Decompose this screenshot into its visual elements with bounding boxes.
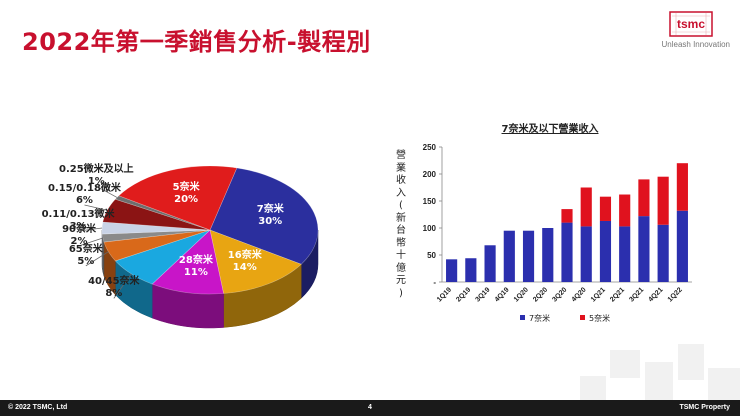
bar-5奈米-4Q21 [657,176,669,225]
x-tick-label: 1Q22 [667,286,684,303]
pie-label-16奈米: 16奈米 14% [227,250,262,274]
bar-chart: 7奈米及以下營業收入 營業收入(新台幣十億元) - 50 100 150 200 250 1… [390,110,710,345]
pie-slice-16奈米 [209,229,302,294]
pie-slice-28奈米 [151,229,224,295]
bar-7奈米-1Q20 [522,230,535,282]
pie-label-0.25微米及以上: 0.25微米及以上 1% [59,164,134,188]
footer-copyright: © 2022 TSMC, Ltd [8,404,68,411]
bar-chart-ylabel: 營業收入(新台幣十億元) [396,150,406,299]
bar-5奈米-1Q22 [676,163,688,211]
bar-7奈米-4Q20 [580,226,592,282]
footer-bar: © 2022 TSMC, Ltd 4 TSMC Property [0,400,740,416]
pie-chart-graphic [78,165,319,329]
bar-5奈米-4Q20 [580,187,592,227]
tsmc-logo-mark: tsmc [669,11,713,37]
x-tick-label: 3Q21 [628,286,645,303]
y-tick-label: 200 [423,170,437,179]
company-tagline: Unleash Innovation [661,40,731,49]
x-tick-label: 4Q21 [648,286,665,303]
pie-leader-line [78,237,103,247]
pie-label-7奈米: 7奈米 30% [256,203,284,227]
footer-property: TSMC Property [679,404,730,411]
pie-label-90奈米: 90奈米 2% [62,223,96,247]
bar-7奈米-2Q19 [465,258,477,282]
legend-swatch-5奈米 [580,315,585,320]
x-tick-label: 4Q19 [494,286,511,303]
bar-5奈米-1Q21 [599,196,612,221]
bar-chart-title: 7奈米及以下營業收入 [501,124,599,135]
y-tick-label: 100 [423,224,437,233]
pie-label-40/45奈米: 40/45奈米 8% [88,276,140,300]
pie-top [101,165,319,295]
bar-7奈米-4Q19 [503,230,515,282]
logo-wordmark: tsmc [677,17,705,31]
legend-swatch-7奈米 [520,315,525,320]
y-tick-label: - [433,278,436,287]
pie-slice-7奈米 [209,167,319,265]
y-tick-label: 50 [427,251,436,260]
bar-7奈米-2Q21 [619,226,631,282]
y-tick-label: 150 [423,197,437,206]
pie-leader-line [78,227,103,232]
pie-label-28奈米: 28奈米 11% [178,255,213,279]
x-tick-label: 3Q20 [551,286,568,303]
bar-7奈米-1Q19 [446,259,458,282]
bar-7奈米-3Q19 [484,245,496,282]
bar-7奈米-3Q20 [561,222,573,282]
bar-7奈米-3Q21 [638,216,650,282]
bar-7奈米-1Q21 [599,220,612,282]
y-tick-label: 250 [423,143,437,152]
pie-slice-0.15/0.18微米 [102,198,211,231]
x-tick-label: 1Q21 [590,286,607,303]
x-tick-label: 3Q19 [474,286,491,303]
pie-leader-line [113,273,132,299]
x-tick-label: 2Q20 [532,286,549,303]
pie-label-5奈米: 5奈米 20% [172,182,200,206]
pie-slice-40/45奈米 [114,229,211,285]
pie-label-0.15/0.18微米: 0.15/0.18微米 6% [47,182,121,206]
pie-slice-65奈米 [103,229,211,262]
pie-chart: 7奈米 30% 16奈米 14% 28奈米 11% 40/45奈米 8% 65奈米 5% 90奈米 2… [0,110,380,360]
bar-5奈米-3Q21 [638,179,650,217]
pie-side [101,229,319,329]
bar-7奈米-4Q21 [657,224,669,282]
x-tick-label: 2Q21 [609,286,626,303]
x-tick-label: 4Q20 [571,286,588,303]
bar-7奈米-2Q20 [542,228,554,282]
pie-leader-line [84,204,108,211]
footer-page-number: 4 [368,404,372,411]
slide-title: 2022年第一季銷售分析-製程別 [22,28,371,56]
tsmc-logo: tsmc [656,10,726,38]
bar-5奈米-2Q21 [619,194,631,227]
pie-label-0.11/0.13微米: 0.11/0.13微米 3% [41,209,115,233]
pie-leader-line [85,251,109,267]
bar-5奈米-3Q20 [561,209,573,223]
legend-label-7奈米: 7奈米 [529,313,550,323]
x-tick-label: 1Q20 [513,286,530,303]
x-tick-label: 2Q19 [455,286,472,303]
pie-label-65奈米: 65奈米 5% [68,243,103,267]
decorative-pattern [580,344,740,400]
pie-slice-90奈米 [101,229,211,243]
bar-7奈米-1Q22 [676,210,688,282]
x-tick-label: 1Q19 [436,286,453,303]
legend-label-5奈米: 5奈米 [589,313,610,323]
pie-slice-5奈米 [118,165,238,231]
pie-leader-line [96,185,118,198]
